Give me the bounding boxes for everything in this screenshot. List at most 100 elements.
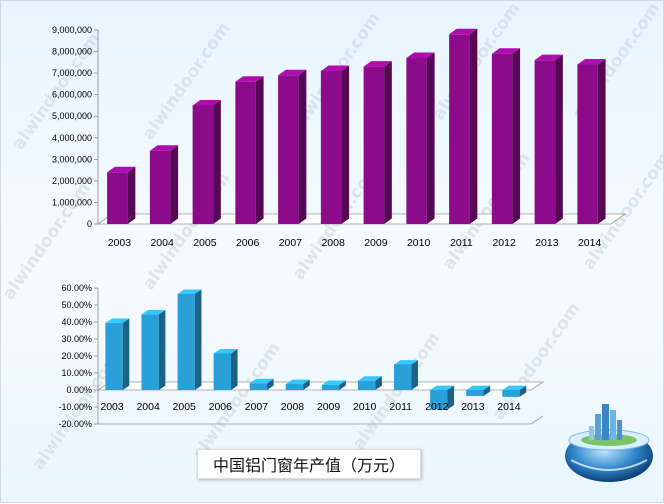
bar-2012 xyxy=(491,48,521,224)
y-tick-label: 7,000,000 xyxy=(52,68,92,78)
x-tick-label: 2007 xyxy=(279,237,303,249)
bar-top xyxy=(105,318,130,323)
bar-side xyxy=(411,360,418,390)
x-tick-label: 2009 xyxy=(317,401,341,413)
y-tick-label: 8,000,000 xyxy=(52,47,92,57)
bar-front xyxy=(213,353,231,390)
bar-top xyxy=(577,58,606,65)
y-tick-label: 2,000,000 xyxy=(52,176,92,186)
x-tick-label: 2007 xyxy=(245,401,269,413)
bar-side xyxy=(519,385,527,397)
bar-top xyxy=(278,69,307,76)
bar-side xyxy=(597,58,606,224)
y-tick-label: 3,000,000 xyxy=(52,154,92,164)
bar-front xyxy=(357,380,376,390)
x-tick-label: 2005 xyxy=(193,237,217,249)
bar-front xyxy=(285,384,304,390)
x-tick-label: 2009 xyxy=(364,237,388,249)
bar-2013 xyxy=(466,385,491,396)
bar-side xyxy=(230,349,238,390)
bar-top xyxy=(502,385,527,390)
y-tick-label: 50.00% xyxy=(61,300,92,310)
x-tick-label: 2011 xyxy=(389,401,412,413)
bar-2014 xyxy=(577,58,606,224)
x-tick-label: 2006 xyxy=(209,401,233,413)
y-tick-label: 0 xyxy=(87,219,92,229)
bar-front xyxy=(363,66,385,225)
bar-top xyxy=(491,48,521,54)
bar-2009 xyxy=(363,61,392,225)
bar-top xyxy=(406,52,435,59)
bar-front xyxy=(107,172,128,224)
bar-front xyxy=(320,70,342,224)
bar-front xyxy=(430,390,448,410)
x-tick-label: 2012 xyxy=(492,237,516,249)
bar-2003 xyxy=(105,318,130,390)
bar-top xyxy=(363,61,392,67)
bar-top xyxy=(235,76,264,82)
bar-2005 xyxy=(192,99,221,224)
bar-2007 xyxy=(278,69,307,225)
bar-2003 xyxy=(107,166,136,224)
x-tick-label: 2008 xyxy=(281,401,305,413)
bar-front xyxy=(249,383,268,390)
bar-front xyxy=(141,314,159,390)
y-tick-label: 60.00% xyxy=(61,283,92,293)
y-tick-label: 40.00% xyxy=(61,317,92,327)
bar-top xyxy=(357,376,382,381)
bar-front xyxy=(177,293,195,390)
y-tick-label: 5,000,000 xyxy=(52,111,92,121)
bar-side xyxy=(298,69,307,225)
bar-2011 xyxy=(394,360,418,390)
bar-top xyxy=(430,385,455,390)
bar-2010 xyxy=(406,52,435,225)
x-tick-label: 2005 xyxy=(173,401,197,413)
bar-top xyxy=(394,360,418,365)
bar-side xyxy=(384,61,392,225)
y-tick-label: 0.00% xyxy=(66,385,92,395)
bar-side xyxy=(127,166,136,224)
bar-side xyxy=(512,48,521,224)
y-tick-label: 20.00% xyxy=(61,351,92,361)
bar-side xyxy=(303,379,310,390)
bar-front xyxy=(466,390,484,396)
bar-2004 xyxy=(141,309,166,390)
y-tick-label: 10.00% xyxy=(61,368,92,378)
bar-2006 xyxy=(213,349,238,390)
bar-side xyxy=(483,385,491,396)
bar-top xyxy=(192,99,221,106)
bar-front xyxy=(449,34,470,224)
bar-2013 xyxy=(534,54,563,224)
bar-side xyxy=(375,376,382,390)
x-tick-label: 2006 xyxy=(236,237,260,249)
x-tick-label: 2011 xyxy=(450,237,473,249)
x-tick-label: 2013 xyxy=(461,401,485,413)
x-tick-label: 2008 xyxy=(321,237,345,249)
bar-2012 xyxy=(430,385,455,410)
bar-side xyxy=(555,54,563,224)
bar-side xyxy=(447,385,455,410)
bar-2007 xyxy=(249,378,274,390)
bar-front xyxy=(502,390,520,397)
chart-bottom-edge xyxy=(98,415,544,425)
bar-2008 xyxy=(320,65,350,224)
bar-2005 xyxy=(177,289,202,390)
bar-side xyxy=(255,76,264,224)
y-tick-label: 4,000,000 xyxy=(52,133,92,143)
y-tick-label: -10.00% xyxy=(58,402,92,412)
bar-front xyxy=(321,384,340,390)
bar-top xyxy=(534,54,563,61)
bar-front xyxy=(577,64,598,224)
bar-2011 xyxy=(449,28,478,224)
bar-2010 xyxy=(357,376,382,390)
x-tick-label: 2004 xyxy=(150,237,174,249)
y-tick-label: -20.00% xyxy=(58,419,92,429)
bar-side xyxy=(213,99,221,224)
x-tick-label: 2012 xyxy=(425,401,449,413)
bar-front xyxy=(149,150,171,224)
bar-side xyxy=(158,309,166,390)
bar-front xyxy=(534,60,556,224)
bar-2014 xyxy=(502,385,527,397)
bar-top xyxy=(177,289,202,294)
